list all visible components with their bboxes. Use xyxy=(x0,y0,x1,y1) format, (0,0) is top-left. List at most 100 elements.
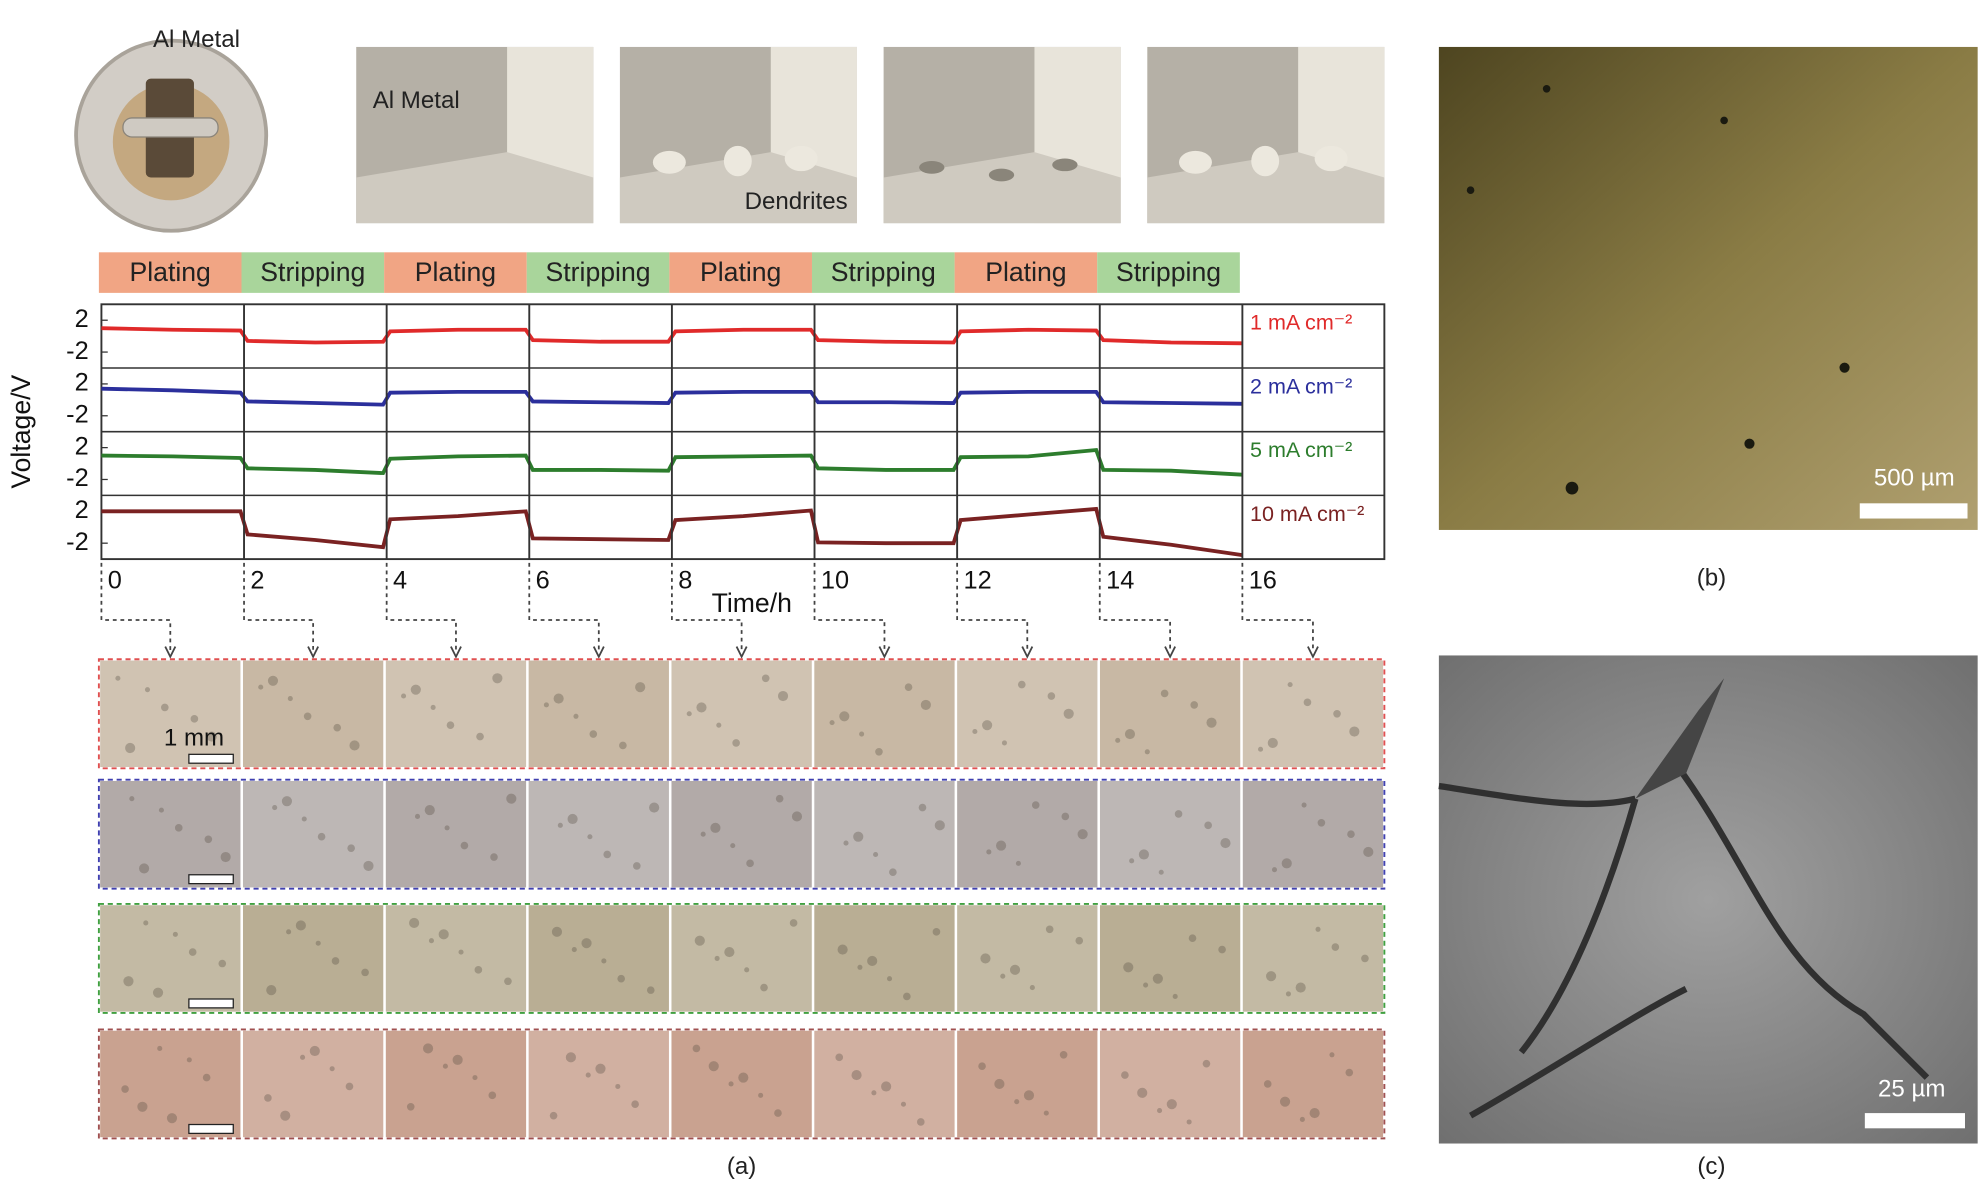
image-speck xyxy=(595,1063,606,1074)
phase-box xyxy=(669,252,812,293)
image-speck xyxy=(172,931,178,937)
image-speck xyxy=(1345,1068,1354,1077)
image-row-border xyxy=(97,1028,1386,1140)
image-speck xyxy=(161,703,169,712)
x-tick-label: 12 xyxy=(963,567,991,595)
image-speck xyxy=(1329,1052,1335,1058)
image-speck xyxy=(430,704,436,710)
image-speck xyxy=(1361,954,1369,963)
image-speck xyxy=(472,1075,478,1081)
image-speck xyxy=(903,992,911,1001)
image-speck xyxy=(1218,945,1226,954)
image-speck xyxy=(202,1073,211,1082)
image-speck xyxy=(839,711,850,722)
image-speck xyxy=(732,739,740,747)
image-speck xyxy=(1287,682,1293,688)
image-speck xyxy=(1043,1110,1049,1116)
y-axis-label: Voltage/V xyxy=(6,374,36,488)
optical-image xyxy=(385,660,527,768)
connector xyxy=(956,562,1029,652)
optical-image xyxy=(1242,1030,1384,1138)
image-speck xyxy=(573,713,579,719)
image-speck xyxy=(188,948,197,956)
image-speck xyxy=(258,684,264,690)
optical-image xyxy=(1099,905,1241,1012)
image-speck xyxy=(504,977,512,986)
connector xyxy=(528,562,600,652)
image-speck xyxy=(728,1081,734,1087)
phase-label: Stripping xyxy=(546,257,651,287)
image-speck xyxy=(272,805,278,811)
image-speck xyxy=(708,1061,719,1072)
image-speck xyxy=(301,816,307,822)
image-speck xyxy=(1295,982,1306,993)
x-tick-label: 8 xyxy=(678,567,692,595)
image-speck xyxy=(1029,985,1035,991)
image-speck xyxy=(1204,821,1212,830)
optical-image xyxy=(242,1030,384,1138)
image-speck xyxy=(410,684,421,695)
optical-image xyxy=(1242,905,1384,1012)
image-speck xyxy=(589,730,598,738)
image-speck xyxy=(996,840,1007,851)
image-row-border xyxy=(97,902,1386,1014)
optical-image xyxy=(671,660,812,768)
image-speck xyxy=(218,959,227,968)
image-speck xyxy=(1023,1090,1035,1101)
image-speck xyxy=(1301,802,1307,808)
x-tick-label: 16 xyxy=(1249,567,1277,595)
arrowhead xyxy=(450,646,462,659)
image-speck xyxy=(843,840,849,846)
optical-image xyxy=(528,1030,669,1138)
connector xyxy=(813,562,886,652)
image-speck xyxy=(174,824,183,832)
image-row-border xyxy=(97,778,1386,890)
image-speck xyxy=(1263,1080,1272,1088)
image-speck xyxy=(775,794,784,803)
image-speck xyxy=(1347,830,1355,839)
image-speck xyxy=(982,720,993,731)
image-speck xyxy=(1009,964,1021,975)
image-speck xyxy=(438,929,449,940)
image-speck xyxy=(1271,867,1278,873)
image-speck xyxy=(829,720,835,726)
scale-bar xyxy=(188,753,234,764)
arrowhead xyxy=(1021,646,1034,659)
image-speck xyxy=(1015,860,1021,866)
image-speck xyxy=(1172,993,1178,1000)
image-speck xyxy=(1157,1108,1163,1114)
connector xyxy=(671,562,743,652)
image-speck xyxy=(267,675,279,686)
optical-image xyxy=(242,780,384,888)
image-speck xyxy=(1281,858,1292,869)
image-speck xyxy=(300,1054,306,1060)
image-speck xyxy=(1063,708,1074,719)
image-speck xyxy=(1206,717,1217,728)
image-speck xyxy=(444,825,450,831)
image-speck xyxy=(758,1092,764,1098)
image-speck xyxy=(857,964,863,970)
image-speck xyxy=(1267,737,1278,748)
phase-box xyxy=(811,252,955,293)
image-speck xyxy=(551,926,563,937)
image-speck xyxy=(315,940,321,946)
image-speck xyxy=(363,860,374,871)
optical-image xyxy=(385,1030,527,1138)
image-speck xyxy=(724,947,735,958)
y-tick-label: -2 xyxy=(66,400,89,428)
scale-bar xyxy=(188,874,234,885)
image-speck xyxy=(492,673,503,684)
optical-image xyxy=(814,660,955,768)
image-speck xyxy=(1059,1050,1068,1059)
image-speck xyxy=(774,1109,782,1117)
image-speck xyxy=(1315,926,1321,932)
image-speck xyxy=(474,966,483,974)
image-speck xyxy=(918,803,927,812)
image-speck xyxy=(601,958,607,964)
image-speck xyxy=(549,1111,558,1120)
image-speck xyxy=(1333,709,1341,718)
image-speck xyxy=(871,1090,877,1096)
image-speck xyxy=(139,863,150,874)
